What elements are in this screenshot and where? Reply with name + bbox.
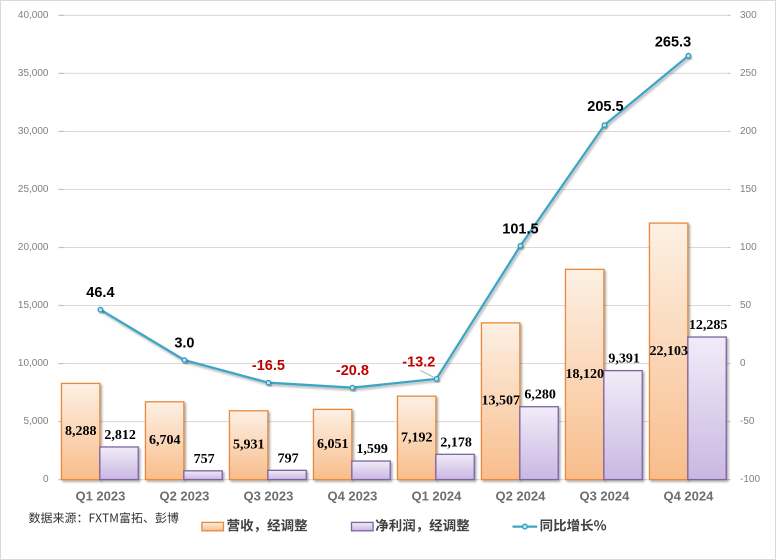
bar-revenue-Q3 2024 bbox=[564, 268, 605, 481]
y-axis-label: 0 bbox=[43, 474, 49, 485]
legend-swatch-revenue bbox=[201, 521, 225, 532]
bar-revenue-Q2 2023 bbox=[144, 401, 185, 481]
line-label: 46.4 bbox=[86, 285, 114, 301]
bars bbox=[60, 222, 727, 481]
line-label: 101.5 bbox=[502, 221, 538, 237]
y-axis-label: 40,000 bbox=[18, 10, 49, 21]
bar-label-profit: 2,812 bbox=[104, 428, 136, 443]
bar-label-profit: 6,280 bbox=[524, 388, 556, 403]
line-label: -16.5 bbox=[252, 358, 285, 374]
y2-axis-label: 50 bbox=[740, 300, 752, 311]
y-axis-label: 15,000 bbox=[18, 300, 49, 311]
line-marker-Q4 2023 bbox=[349, 384, 356, 391]
x-axis-label: Q1 2024 bbox=[411, 489, 462, 504]
bar-label-profit: 9,391 bbox=[608, 352, 640, 367]
y2-axis-label: 300 bbox=[740, 10, 757, 21]
bar-revenue-Q3 2023 bbox=[228, 410, 269, 481]
bar-label-revenue: 22,103 bbox=[649, 344, 688, 359]
line-marker-Q3 2023 bbox=[265, 379, 272, 386]
line-marker-Q1 2023 bbox=[97, 306, 104, 313]
bar-labels: 8,288 6,704 5,931 6,051 7,192 13,507 18,120 22,… bbox=[65, 318, 727, 467]
legend-marker-sample bbox=[521, 523, 528, 530]
legend bbox=[201, 521, 538, 532]
bar-profit-Q1 2024 bbox=[435, 453, 475, 481]
bar-revenue-Q1 2024 bbox=[396, 395, 437, 481]
y-axis-label: 20,000 bbox=[18, 242, 49, 253]
source-note bbox=[28, 512, 179, 524]
bar-label-revenue: 8,288 bbox=[65, 424, 97, 439]
y2-axis-label: 0 bbox=[740, 358, 746, 369]
bar-revenue-Q4 2023 bbox=[312, 408, 353, 481]
bar-label-profit: 757 bbox=[194, 452, 215, 467]
y2-axis-label: 100 bbox=[740, 242, 757, 253]
bar-profit-Q1 2023 bbox=[99, 446, 139, 481]
bar-label-revenue: 6,051 bbox=[317, 437, 349, 452]
bar-revenue-Q2 2024 bbox=[480, 322, 521, 481]
line-marker-Q2 2023 bbox=[181, 357, 188, 364]
y2-axis-label: -50 bbox=[740, 416, 755, 427]
x-axis-label: Q2 2024 bbox=[495, 489, 546, 504]
bar-label-profit: 2,178 bbox=[440, 435, 472, 450]
bar-profit-Q3 2024 bbox=[603, 369, 643, 481]
line-label: -13.2 bbox=[402, 355, 435, 371]
x-axis-label: Q4 2024 bbox=[663, 489, 714, 504]
bar-label-revenue: 5,931 bbox=[233, 438, 265, 453]
bar-label-profit: 1,599 bbox=[356, 442, 388, 457]
x-axis-label: Q4 2023 bbox=[327, 489, 377, 504]
y-axis-label: 25,000 bbox=[18, 184, 49, 195]
label-leader-line bbox=[420, 370, 434, 378]
bar-label-revenue: 7,192 bbox=[401, 430, 433, 445]
bar-profit-Q4 2023 bbox=[351, 460, 391, 481]
line-marker-Q2 2024 bbox=[517, 242, 524, 249]
y-axis-label: 30,000 bbox=[18, 126, 49, 137]
bar-profit-Q2 2023 bbox=[183, 470, 223, 481]
legend-label-growth bbox=[540, 518, 607, 532]
bar-profit-Q4 2024 bbox=[687, 336, 727, 481]
x-axis-label: Q3 2023 bbox=[243, 489, 293, 504]
bar-profit-Q2 2024 bbox=[519, 406, 559, 481]
y-axis-label: 35,000 bbox=[18, 68, 49, 79]
line-label: -20.8 bbox=[336, 363, 369, 379]
y2-axis-label: 250 bbox=[740, 68, 757, 79]
y2-axis-label: 200 bbox=[740, 126, 757, 137]
y-axis-label: 5,000 bbox=[23, 416, 48, 427]
line-series bbox=[97, 52, 692, 391]
bar-label-revenue: 6,704 bbox=[149, 433, 181, 448]
line-marker-Q1 2024 bbox=[433, 375, 440, 382]
x-axis-label: Q3 2024 bbox=[579, 489, 630, 504]
axis-labels: 40,000 35,000 30,000 25,000 20,000 15,000 10,0… bbox=[18, 10, 761, 504]
x-axis-label: Q2 2023 bbox=[159, 489, 209, 504]
line-label: 205.5 bbox=[587, 99, 623, 115]
bar-label-revenue: 13,507 bbox=[481, 394, 520, 409]
y-axis-label: 10,000 bbox=[18, 358, 49, 369]
legend-label-profit bbox=[375, 518, 470, 533]
bar-revenue-Q1 2023 bbox=[60, 382, 101, 481]
line-label: 3.0 bbox=[174, 336, 194, 352]
legend-label-revenue bbox=[227, 518, 308, 533]
bar-label-revenue: 18,120 bbox=[565, 367, 604, 382]
x-axis-label: Q1 2023 bbox=[75, 489, 125, 504]
bar-label-profit: 797 bbox=[278, 451, 299, 466]
bar-label-profit: 12,285 bbox=[689, 318, 728, 333]
legend-swatch-profit bbox=[350, 521, 374, 532]
line-labels: 46.4 3.0 -16.5 -20.8 -13.2 101.5 205.5 265.3 bbox=[86, 34, 691, 379]
growth-line bbox=[99, 54, 690, 389]
line-marker-Q3 2024 bbox=[601, 122, 608, 128]
y2-axis-label: 150 bbox=[740, 184, 757, 195]
line-label: 265.3 bbox=[655, 34, 691, 50]
bar-revenue-Q4 2024 bbox=[648, 222, 689, 481]
line-marker-Q4 2024 bbox=[685, 52, 692, 59]
y2-axis-label: -100 bbox=[740, 474, 760, 485]
bar-profit-Q3 2023 bbox=[267, 469, 307, 481]
